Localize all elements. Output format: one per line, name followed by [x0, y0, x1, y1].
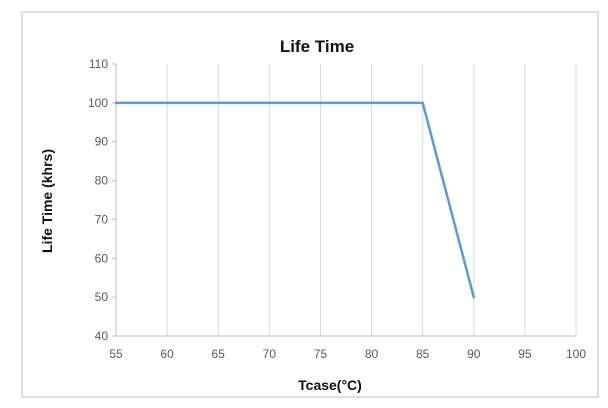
x-tick-label: 85: [416, 347, 430, 361]
y-tick-label: 40: [95, 329, 109, 343]
x-tick-label: 70: [263, 347, 277, 361]
y-tick-label: 100: [88, 96, 108, 110]
x-tick-label: 55: [109, 347, 123, 361]
x-tick-label: 90: [467, 347, 481, 361]
y-tick-label: 90: [95, 135, 109, 149]
x-tick-label: 60: [160, 347, 174, 361]
y-tick-label: 70: [95, 212, 109, 226]
x-tick-label: 80: [365, 347, 379, 361]
y-tick-label: 110: [89, 57, 108, 71]
x-tick-label: 65: [212, 347, 226, 361]
chart-title: Life Time: [280, 37, 354, 56]
x-tick-label: 95: [518, 347, 532, 361]
y-axis-label: Life Time (khrs): [39, 149, 55, 253]
x-tick-label: 100: [566, 347, 586, 361]
x-tick-label: 75: [314, 347, 328, 361]
y-tick-label: 50: [95, 290, 109, 304]
chart-area-border: [22, 12, 598, 397]
x-axis-label: Tcase(°C): [298, 377, 362, 393]
y-tick-label: 80: [95, 174, 109, 188]
y-tick-label: 60: [95, 251, 109, 265]
